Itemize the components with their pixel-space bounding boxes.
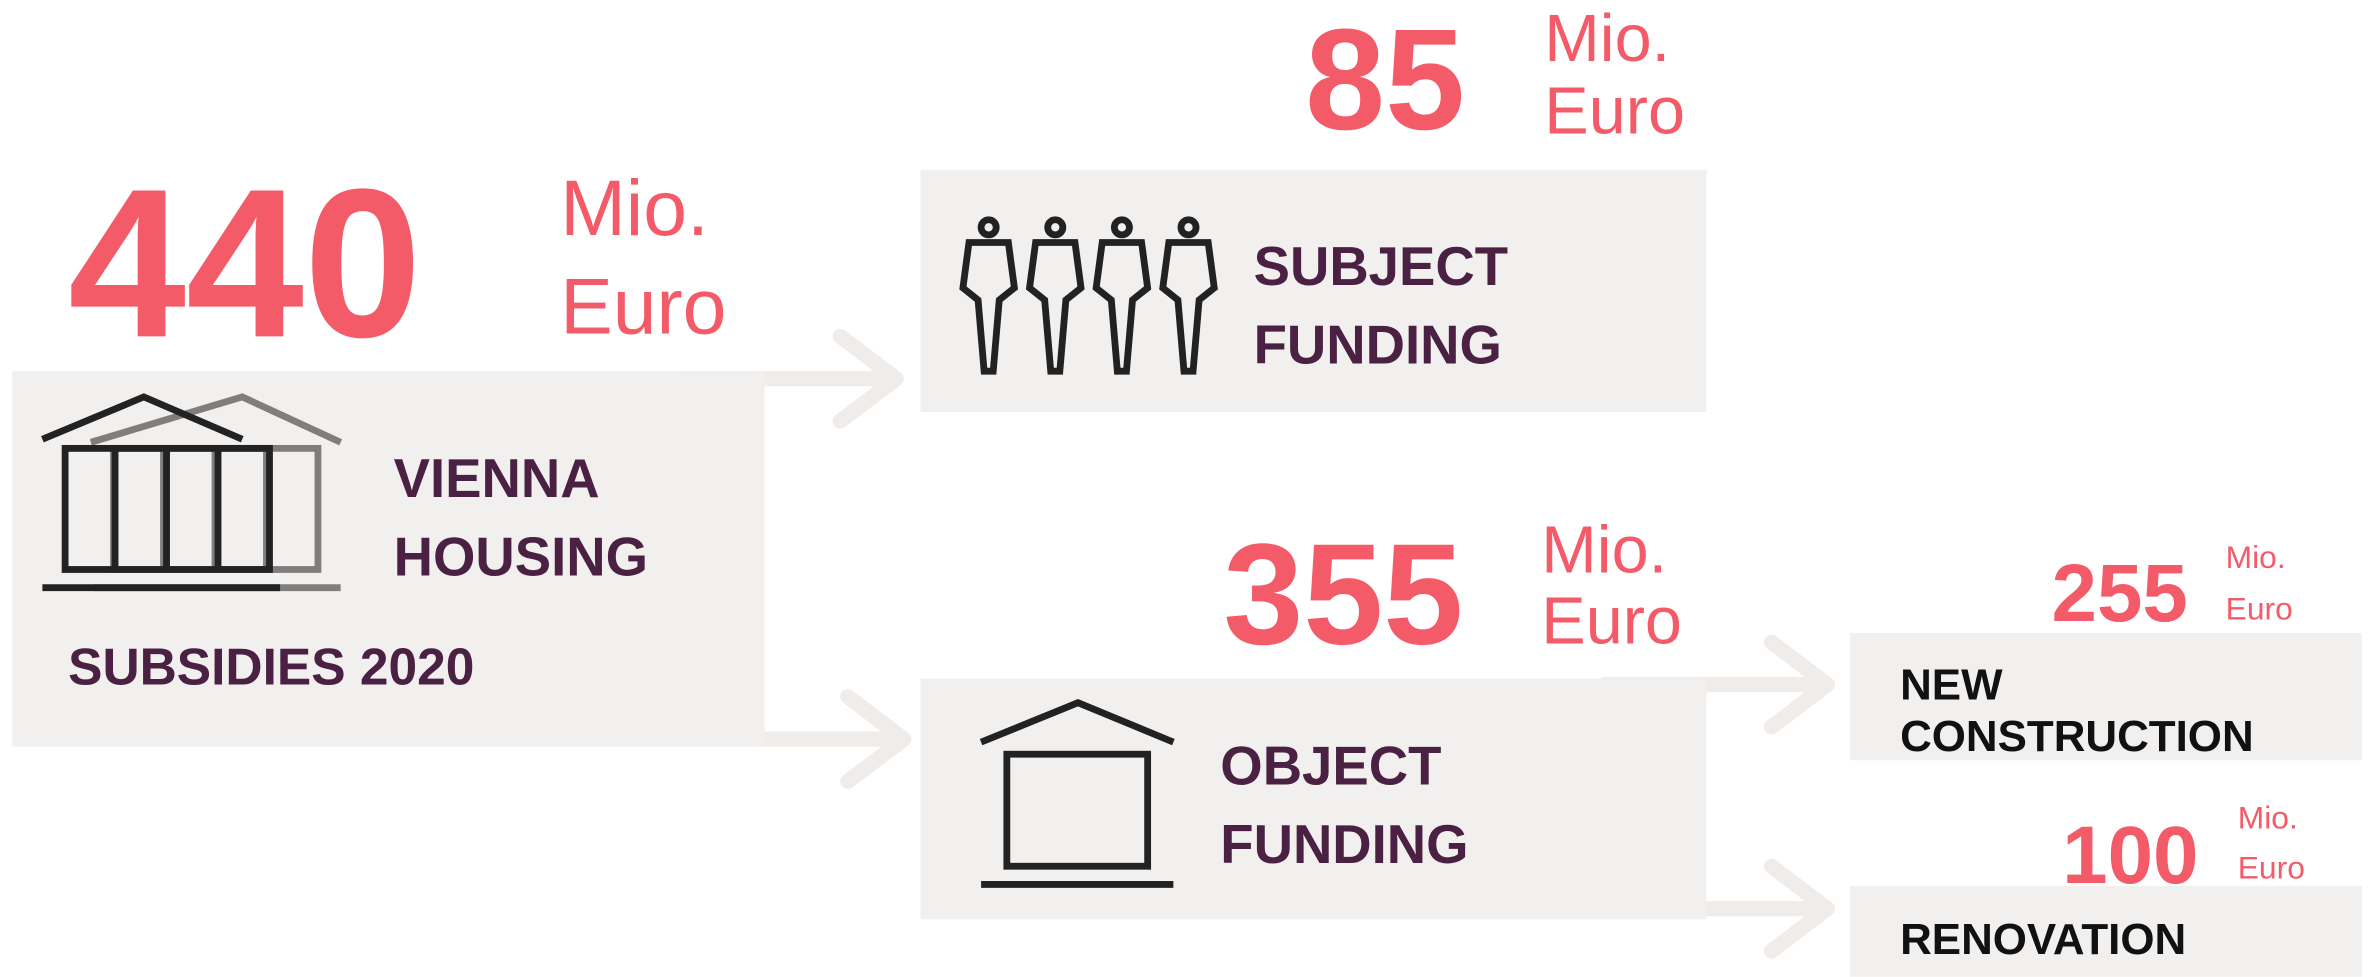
label: OBJECT [1220, 735, 1441, 796]
unit: Mio. [2226, 539, 2286, 575]
building-icon [41, 393, 343, 592]
label: NEW [1900, 661, 2003, 710]
amount: 355 [1223, 515, 1463, 675]
unit: Euro [560, 262, 726, 350]
amount: 100 [2062, 810, 2198, 901]
label: CONSTRUCTION [1900, 712, 2254, 761]
unit: Mio. [2238, 799, 2298, 835]
box-object [920, 678, 1707, 920]
amount: 255 [2052, 548, 2188, 639]
label: HOUSING [394, 527, 648, 588]
label: FUNDING [1220, 814, 1468, 875]
amount: 440 [68, 144, 422, 381]
box-total [12, 371, 765, 747]
people-icon [959, 216, 1218, 375]
unit: Mio. [1541, 514, 1667, 588]
box-new [1850, 633, 2362, 761]
box-renovation [1850, 885, 2362, 977]
house-icon [979, 699, 1175, 888]
label: SUBJECT [1254, 236, 1508, 297]
unit: Euro [2226, 590, 2293, 626]
unit: Euro [2238, 849, 2305, 885]
unit: Euro [1541, 585, 1682, 659]
label: FUNDING [1254, 315, 1502, 376]
label: VIENNA [394, 448, 600, 509]
label: RENOVATION [1900, 915, 2186, 964]
amount: 85 [1305, 0, 1465, 160]
sublabel: SUBSIDIES 2020 [68, 638, 474, 696]
unit: Mio. [560, 164, 709, 252]
unit: Mio. [1544, 2, 1670, 76]
unit: Euro [1544, 74, 1685, 148]
